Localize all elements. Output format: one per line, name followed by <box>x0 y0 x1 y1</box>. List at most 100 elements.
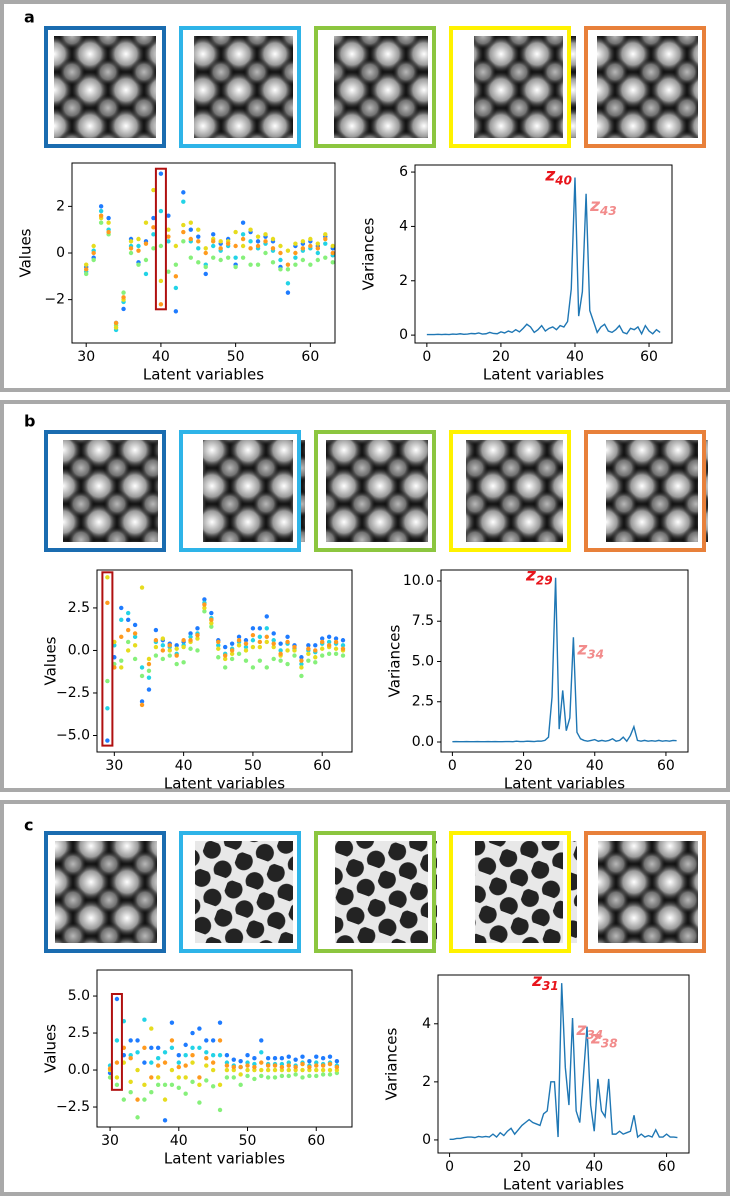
x-axis-label: Latent variables <box>164 1150 285 1168</box>
annotation-subscript: 40 <box>554 173 572 187</box>
tile-border <box>44 430 166 552</box>
scatter-point <box>181 660 186 665</box>
y-tick-label: −2.5 <box>56 685 90 701</box>
scatter-point <box>222 653 228 658</box>
scatter-point <box>300 1075 305 1080</box>
scatter-point <box>315 250 321 256</box>
scatter-point <box>197 1026 202 1031</box>
scatter-point <box>183 1091 188 1096</box>
scatter-point <box>197 1045 202 1051</box>
scatter-point <box>128 1038 133 1043</box>
scatter-point <box>136 243 141 249</box>
annotation-subscript: 31 <box>542 979 559 993</box>
scatter-point <box>323 255 328 260</box>
scatter-point <box>252 1055 257 1061</box>
scatter-point <box>320 639 325 645</box>
scatter-point <box>308 236 313 242</box>
scatter-point <box>271 644 276 650</box>
scatter-point <box>196 227 201 232</box>
scatter-point <box>142 1082 147 1088</box>
scatter-point <box>243 638 249 643</box>
scatter-point <box>188 631 193 636</box>
chart: 0 20 40 60 0.0 2.5 5.0 7.5 10.0 Latent variables V… <box>386 566 689 793</box>
tile-border <box>179 831 301 953</box>
scatter-point <box>202 602 207 607</box>
y-tick-label: 0 <box>422 1132 431 1148</box>
annotation-text: z <box>544 166 555 186</box>
scatter-point <box>285 262 291 267</box>
scatter-point <box>153 644 159 650</box>
scatter-point <box>293 250 298 256</box>
scatter-point <box>119 634 124 640</box>
scatter-point <box>315 241 321 246</box>
x-tick-label: 0 <box>422 349 431 365</box>
image-tile <box>326 440 428 542</box>
scatter-point <box>292 648 297 653</box>
tile-border <box>584 430 706 552</box>
scatter-point <box>216 655 221 660</box>
scatter-point <box>255 262 261 267</box>
scatter-point <box>204 1055 209 1061</box>
plot-frame <box>96 969 353 1128</box>
scatter-point <box>155 1045 161 1051</box>
scatter-point <box>91 243 96 249</box>
scatter-point <box>83 262 89 267</box>
scatter-point <box>285 267 291 272</box>
scatter-point <box>105 738 110 743</box>
scatter-point <box>340 653 346 658</box>
scatter-point <box>210 1067 216 1073</box>
scatter-point <box>216 639 221 645</box>
scatter-point <box>83 271 89 277</box>
scatter-point <box>113 320 119 326</box>
panel-frame <box>0 0 730 392</box>
scatter-point <box>271 631 276 636</box>
scatter-point <box>132 622 138 628</box>
scatter-point <box>270 260 276 265</box>
scatter-point <box>300 1061 305 1067</box>
scatter-point <box>119 605 124 611</box>
scatter-point <box>181 229 186 235</box>
y-axis-label: Values <box>42 1024 60 1073</box>
scatter-point <box>240 255 246 260</box>
scatter-point <box>209 610 214 616</box>
scatter-point <box>299 661 304 667</box>
scatter-point <box>330 260 335 265</box>
scatter-point <box>286 1073 291 1079</box>
scatter-point <box>211 239 216 244</box>
scatter-point <box>300 257 306 263</box>
scatter-point <box>114 996 120 1002</box>
scatter-point <box>151 215 156 221</box>
scatter-point <box>169 1067 175 1073</box>
scatter-point <box>257 626 263 631</box>
scatter-point <box>225 241 231 246</box>
scatter-point <box>128 250 134 256</box>
scatter-point <box>231 1064 236 1070</box>
scatter-point <box>314 1067 319 1073</box>
plot-frame <box>96 569 353 753</box>
scatter-point <box>313 643 318 648</box>
image-tile <box>334 36 436 138</box>
image-tile <box>475 841 577 943</box>
scatter-point <box>320 1067 326 1073</box>
scatter-point <box>188 236 193 242</box>
scatter-point <box>293 262 298 267</box>
scatter-point <box>313 648 318 653</box>
scatter-point <box>250 665 256 670</box>
scatter-point <box>240 243 246 249</box>
scatter-point <box>158 243 164 249</box>
annotation-text: z <box>531 971 542 991</box>
scatter-point <box>334 1058 340 1064</box>
highlight-box <box>101 571 114 747</box>
scatter-point <box>132 634 138 640</box>
image-tile <box>474 36 576 138</box>
scatter-point <box>257 644 263 650</box>
scatter-point <box>143 220 149 225</box>
scatter-point <box>238 1064 243 1070</box>
scatter-point <box>330 243 335 249</box>
scatter-point <box>188 255 193 260</box>
scatter-point <box>264 639 269 645</box>
scatter-point <box>139 673 145 679</box>
scatter-point <box>143 271 149 277</box>
y-axis-label: Variances <box>360 218 378 291</box>
x-tick-label: 60 <box>640 349 658 365</box>
